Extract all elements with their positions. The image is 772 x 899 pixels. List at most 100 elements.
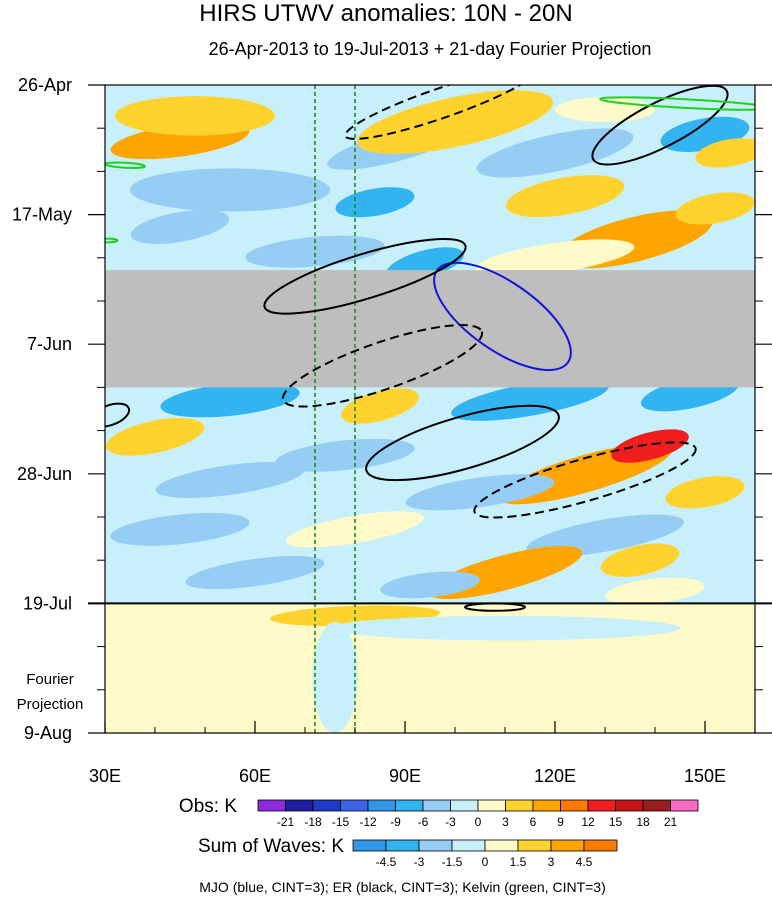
obs-legend-level: 3 — [502, 815, 509, 829]
projection-feature — [312, 621, 358, 733]
anomaly-feature — [611, 429, 689, 463]
obs-legend-swatch — [477, 799, 506, 812]
obs-legend-level: 18 — [636, 815, 650, 829]
waves-legend-swatch — [451, 839, 486, 852]
obs-legend-level: -15 — [332, 815, 350, 829]
anomaly-feature — [130, 209, 230, 244]
anomaly-feature — [185, 555, 325, 590]
waves-legend-level: -1.5 — [442, 855, 463, 869]
obs-legend-level: 21 — [664, 815, 678, 829]
x-tick-label: 30E — [89, 766, 121, 786]
chart-title: HIRS UTWV anomalies: 10N - 20N — [199, 0, 573, 27]
anomaly-feature — [357, 90, 553, 154]
obs-legend-swatch — [422, 799, 451, 812]
waves-legend-swatch — [484, 839, 519, 852]
obs-legend-swatch — [312, 799, 341, 812]
anomaly-feature — [380, 571, 480, 599]
x-tick-label: 150E — [684, 766, 726, 786]
obs-legend-level: 15 — [609, 815, 623, 829]
obs-legend-level: -12 — [359, 815, 377, 829]
obs-legend-level: -6 — [418, 815, 429, 829]
anomaly-feature — [605, 577, 705, 605]
obs-legend-swatch — [395, 799, 424, 812]
anomaly-feature — [476, 128, 634, 178]
anomaly-feature — [335, 187, 415, 218]
y-tick-label: 17-May — [12, 205, 72, 225]
anomaly-feature — [110, 512, 250, 546]
obs-legend-level: -3 — [445, 815, 456, 829]
x-tick-label: 120E — [534, 766, 576, 786]
er-contour — [365, 404, 560, 482]
y-tick-label: 26-Apr — [18, 75, 72, 95]
er-contour — [281, 324, 484, 408]
anomaly-feature — [675, 192, 755, 225]
obs-legend-level: 9 — [557, 815, 564, 829]
anomaly-feature — [155, 461, 305, 498]
obs-legend-level: 12 — [581, 815, 595, 829]
obs-legend-swatch — [532, 799, 561, 812]
obs-legend-level: -18 — [304, 815, 322, 829]
waves-legend-swatch — [385, 839, 420, 852]
waves-legend-label: Sum of Waves: K — [198, 836, 344, 857]
obs-legend-swatch — [450, 799, 479, 812]
waves-legend-swatch — [550, 839, 585, 852]
obs-legend-swatch — [257, 799, 286, 812]
y-tick-label: 19-Jul — [23, 593, 72, 613]
waves-legend-swatch — [352, 839, 387, 852]
waves-legend-level: 0 — [482, 855, 489, 869]
er-contour — [263, 237, 467, 315]
axes: 26-Apr 17-May 7-Jun 28-Jun 19-Jul 9-Aug 30E 60E… — [12, 75, 772, 786]
obs-legend-level: -21 — [277, 815, 295, 829]
obs-legend-swatch — [505, 799, 534, 812]
anomaly-feature — [600, 543, 680, 577]
anomaly-feature — [160, 382, 300, 418]
anomaly-feature — [130, 168, 330, 212]
projection-label: Fourier — [26, 671, 74, 688]
waves-legend-level: 1.5 — [510, 855, 527, 869]
anomaly-feature — [695, 138, 755, 168]
anomaly-feature — [105, 417, 205, 456]
er-contour — [105, 402, 131, 428]
x-tick-label: 90E — [389, 766, 421, 786]
projection-feature — [330, 615, 680, 641]
plot-area — [105, 85, 755, 733]
y-tick-label: 7-Jun — [27, 334, 72, 354]
anomaly-feature — [275, 438, 415, 472]
obs-legend-swatch — [615, 799, 644, 812]
x-tick-label: 60E — [239, 766, 271, 786]
anomaly-feature — [475, 239, 635, 277]
waves-legend-level: 4.5 — [576, 855, 593, 869]
obs-legend-swatch — [642, 799, 671, 812]
obs-legend-swatch — [285, 799, 314, 812]
waves-legend-level: -3 — [414, 855, 425, 869]
waves-legend-level: 3 — [548, 855, 555, 869]
chart-subtitle: 26-Apr-2013 to 19-Jul-2013 + 21-day Four… — [208, 39, 652, 59]
obs-legend-swatch — [670, 799, 699, 812]
obs-legend-swatch — [340, 799, 369, 812]
waves-legend-swatch — [418, 839, 453, 852]
missing-data-band — [105, 270, 755, 388]
obs-legend-swatch — [587, 799, 616, 812]
anomaly-feature — [405, 474, 555, 511]
contour-legend-text: MJO (blue, CINT=3); ER (black, CINT=3); … — [199, 879, 606, 895]
anomaly-feature — [341, 388, 419, 424]
legends: Obs: K -21 -18 -15 -12 -9 -6 -3 0 3 6 9 12 15 18 21 Sum … — [179, 796, 699, 869]
er-contour — [473, 441, 697, 519]
kelvin-contour — [599, 96, 755, 111]
plot-frame — [104, 84, 756, 734]
obs-legend-label: Obs: K — [179, 796, 237, 817]
waves-legend-swatch — [517, 839, 552, 852]
obs-legend-swatch — [560, 799, 589, 812]
projection-label: Projection — [17, 696, 84, 713]
anomaly-feature — [115, 96, 275, 136]
er-contour — [344, 85, 536, 140]
waves-legend-swatch — [583, 839, 618, 852]
obs-legend-level: -9 — [390, 815, 401, 829]
anomaly-feature — [665, 476, 745, 509]
obs-legend-swatch — [367, 799, 396, 812]
obs-legend-level: 6 — [530, 815, 537, 829]
anomaly-feature — [505, 175, 625, 218]
kelvin-contour — [105, 237, 119, 244]
obs-legend-level: 0 — [475, 815, 482, 829]
